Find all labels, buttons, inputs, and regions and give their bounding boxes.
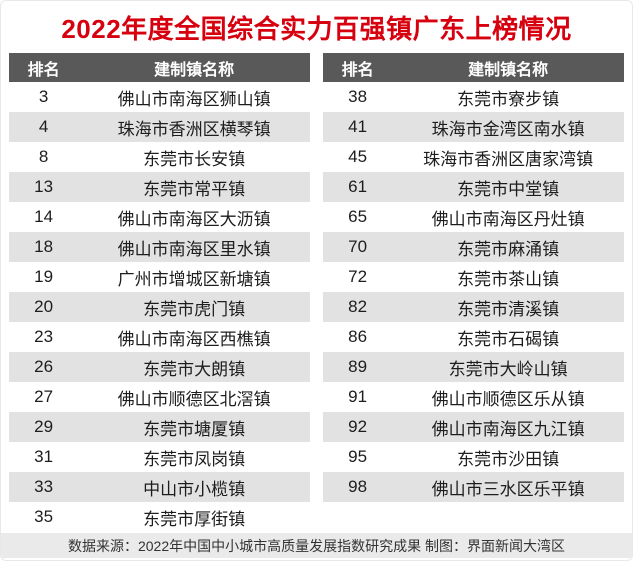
table-header-row: 排名 建制镇名称 (323, 53, 624, 82)
page-title: 2022年度全国综合实力百强镇广东上榜情况 (61, 13, 572, 44)
town-name-cell: 珠海市金湾区南水镇 (431, 119, 585, 139)
rank-cell: 72 (348, 267, 368, 286)
table-row: 82 东莞市清溪镇 (323, 292, 624, 322)
table-row: 91 佛山市顺德区乐从镇 (323, 382, 624, 412)
town-name-cell: 佛山市南海区丹灶镇 (431, 209, 585, 229)
rank-cell: 61 (348, 177, 368, 196)
town-name-cell: 东莞市大朗镇 (143, 359, 246, 379)
table-row: 27 佛山市顺德区北滘镇 (9, 382, 310, 412)
table-row: 19 广州市增城区新塘镇 (9, 262, 310, 292)
rank-cell: 20 (34, 297, 54, 316)
town-name-cell: 佛山市三水区乐平镇 (431, 479, 585, 499)
rank-cell: 8 (38, 147, 49, 166)
table-row: 86 东莞市石碣镇 (323, 322, 624, 352)
rank-cell: 27 (34, 387, 54, 406)
table-row: 14 佛山市南海区大沥镇 (9, 202, 310, 232)
rank-cell: 92 (348, 417, 368, 436)
rank-cell: 33 (34, 477, 54, 496)
town-name-cell: 东莞市寮步镇 (457, 89, 560, 109)
rank-cell: 29 (34, 417, 54, 436)
town-name-cell: 东莞市石碣镇 (457, 329, 560, 349)
town-name-cell: 东莞市凤岗镇 (143, 449, 246, 469)
col-header-town-name: 建制镇名称 (154, 61, 235, 79)
table-row: 45 珠海市香洲区唐家湾镇 (323, 142, 624, 172)
rank-cell: 3 (38, 87, 49, 106)
table-row: 61 东莞市中堂镇 (323, 172, 624, 202)
table-row: 29 东莞市塘厦镇 (9, 412, 310, 442)
table-row: 31 东莞市凤岗镇 (9, 442, 310, 472)
table-row: 23 佛山市南海区西樵镇 (9, 322, 310, 352)
rank-cell: 23 (34, 327, 54, 346)
town-name-cell: 东莞市中堂镇 (457, 179, 560, 199)
table-row: 89 东莞市大岭山镇 (323, 352, 624, 382)
rank-cell: 65 (348, 207, 368, 226)
rank-cell: 45 (348, 147, 368, 166)
town-name-cell: 佛山市顺德区乐从镇 (431, 389, 585, 409)
table-row: 95 东莞市沙田镇 (323, 442, 624, 472)
col-header-town-name: 建制镇名称 (468, 61, 549, 79)
tables-container: 排名 建制镇名称 3 佛山市南海区狮山镇 4 珠海市香洲区横琴镇 8 东莞市长安镇 13 东莞… (1, 53, 632, 532)
town-name-cell: 东莞市常平镇 (143, 179, 246, 199)
town-name-cell: 珠海市香洲区横琴镇 (117, 119, 271, 139)
town-name-cell: 东莞市沙田镇 (457, 449, 560, 469)
rank-table-left: 排名 建制镇名称 3 佛山市南海区狮山镇 4 珠海市香洲区横琴镇 8 东莞市长安镇 13 东莞… (9, 53, 310, 532)
table-row: 33 中山市小榄镇 (9, 472, 310, 502)
town-name-cell: 东莞市茶山镇 (457, 269, 560, 289)
town-name-cell: 佛山市南海区大沥镇 (117, 209, 271, 229)
rank-cell: 35 (34, 507, 54, 526)
rank-cell: 89 (348, 357, 368, 376)
rank-cell: 18 (34, 237, 54, 256)
rank-cell: 38 (348, 87, 368, 106)
town-name-cell: 佛山市南海区里水镇 (117, 239, 271, 259)
col-header-rank: 排名 (27, 61, 60, 79)
rank-cell: 41 (348, 117, 368, 136)
rank-cell: 86 (348, 327, 368, 346)
table-row: 13 东莞市常平镇 (9, 172, 310, 202)
rank-cell: 26 (34, 357, 54, 376)
rank-cell: 4 (38, 117, 49, 136)
town-name-cell: 东莞市麻涌镇 (457, 239, 560, 259)
table-row: 70 东莞市麻涌镇 (323, 232, 624, 262)
rank-cell: 31 (34, 447, 54, 466)
table-row: 41 珠海市金湾区南水镇 (323, 112, 624, 142)
rank-cell: 91 (348, 387, 368, 406)
rank-cell: 82 (348, 297, 368, 316)
rank-table-right: 排名 建制镇名称 38 东莞市寮步镇 41 珠海市金湾区南水镇 45 珠海市香洲区唐家湾镇… (323, 53, 624, 532)
town-name-cell: 东莞市清溪镇 (457, 299, 560, 319)
town-name-cell: 佛山市南海区狮山镇 (117, 89, 271, 109)
table-row: 18 佛山市南海区里水镇 (9, 232, 310, 262)
table-row: 20 东莞市虎门镇 (9, 292, 310, 322)
rank-cell: 13 (34, 177, 54, 196)
table-row: 72 东莞市茶山镇 (323, 262, 624, 292)
table-row: 4 珠海市香洲区横琴镇 (9, 112, 310, 142)
town-name-cell: 佛山市顺德区北滘镇 (117, 389, 271, 409)
town-name-cell: 东莞市塘厦镇 (143, 419, 246, 439)
town-name-cell: 东莞市虎门镇 (143, 299, 246, 319)
table-row: 38 东莞市寮步镇 (323, 82, 624, 112)
table-row: 8 东莞市长安镇 (9, 142, 310, 172)
rank-cell: 19 (34, 267, 54, 286)
footer-note: 数据来源：2022年中国中小城市高质量发展指数研究成果 制图：界面新闻大湾区 (1, 533, 632, 558)
table-row: 26 东莞市大朗镇 (9, 352, 310, 382)
rank-cell: 95 (348, 447, 368, 466)
town-name-cell: 广州市增城区新塘镇 (117, 269, 271, 289)
table-row: 35 东莞市厚街镇 (9, 502, 310, 532)
table-row: 92 佛山市南海区九江镇 (323, 412, 624, 442)
rank-cell: 14 (34, 207, 54, 226)
table-header-row: 排名 建制镇名称 (9, 53, 310, 82)
town-name-cell: 东莞市厚街镇 (143, 509, 246, 529)
town-name-cell: 中山市小榄镇 (143, 479, 246, 499)
table-row: 65 佛山市南海区丹灶镇 (323, 202, 624, 232)
col-header-rank: 排名 (341, 61, 374, 79)
town-name-cell: 珠海市香洲区唐家湾镇 (423, 149, 594, 169)
town-name-cell: 佛山市南海区九江镇 (431, 419, 585, 439)
town-name-cell: 佛山市南海区西樵镇 (117, 329, 271, 349)
rank-cell: 98 (348, 477, 368, 496)
rank-cell: 70 (348, 237, 368, 256)
town-name-cell: 东莞市大岭山镇 (448, 359, 568, 379)
town-name-cell: 东莞市长安镇 (143, 149, 246, 169)
table-row: 98 佛山市三水区乐平镇 (323, 472, 624, 502)
table-row: 3 佛山市南海区狮山镇 (9, 82, 310, 112)
